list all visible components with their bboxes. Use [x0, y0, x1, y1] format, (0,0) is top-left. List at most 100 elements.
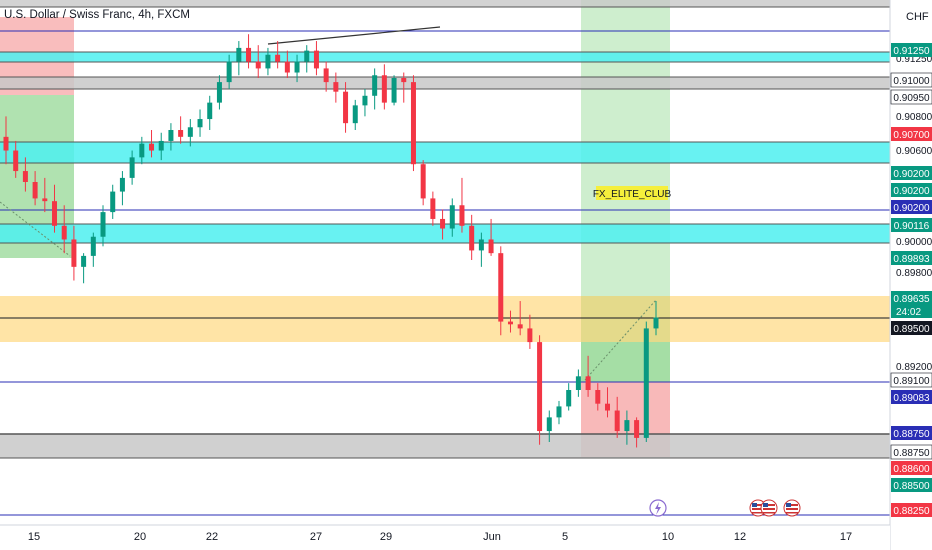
price-tag: 0.89083	[891, 390, 932, 404]
candle-body	[304, 50, 310, 62]
candle-body	[71, 239, 77, 267]
candle-body	[119, 177, 125, 192]
candle-body	[216, 82, 222, 103]
price-tag-label: 0.90200	[893, 203, 930, 214]
price-tag: 0.88600	[891, 461, 932, 475]
candle-body	[42, 198, 48, 202]
price-tag-bg	[891, 426, 932, 440]
candle-body	[440, 218, 446, 229]
annotation-label[interactable]: FX_ELITE_CLUB	[593, 186, 672, 200]
price-tick-label: 0.89800	[896, 268, 932, 279]
candle-body	[352, 105, 358, 124]
price-tag-bg	[891, 461, 932, 475]
price-tag: 0.90200	[891, 183, 932, 197]
candle-body	[498, 253, 504, 322]
us-flag-icon[interactable]	[760, 499, 778, 517]
price-tag-bg	[890, 372, 932, 388]
candles-layer	[3, 34, 659, 448]
gray-zone-bottom	[0, 434, 890, 458]
gray-zone-top	[0, 0, 890, 7]
candle-body	[158, 140, 164, 151]
time-tick-label: 20	[134, 531, 146, 543]
price-tag-label: 0.88500	[893, 481, 930, 492]
currency-label: CHF	[906, 11, 929, 23]
annotation-text: FX_ELITE_CLUB	[593, 189, 672, 200]
candle-body	[323, 68, 329, 83]
price-tick-label: 0.90800	[896, 112, 932, 123]
candle-body	[168, 130, 174, 141]
trend-line[interactable]	[267, 26, 441, 45]
time-axis[interactable]: 15 20 22 27 29 Jun 5 10 12 17	[28, 531, 852, 543]
candle-body	[13, 150, 19, 172]
candle-body	[410, 82, 416, 165]
price-tag: 0.88750	[890, 444, 932, 460]
candle-body	[469, 225, 475, 251]
candle-body	[585, 376, 591, 390]
price-tag-label: 0.90200	[893, 186, 930, 197]
candle-body	[362, 95, 368, 106]
candle-body	[81, 255, 87, 267]
candle-body	[517, 324, 523, 329]
price-tag-label: 0.90950	[893, 93, 930, 104]
price-tag: 0.89100	[890, 372, 932, 388]
candle-body	[255, 61, 261, 69]
candle-body	[22, 171, 28, 182]
candle-body	[294, 61, 300, 73]
time-tick-label: 5	[562, 531, 568, 543]
lightning-icon[interactable]	[649, 499, 667, 517]
candle-body	[546, 417, 552, 432]
candle-body	[313, 50, 319, 69]
candle-body	[61, 225, 67, 240]
price-tag-label: 0.88600	[893, 464, 930, 475]
candle-body	[100, 212, 106, 237]
price-tags: 0.91250 0.91000 0.90950 0.90700 0.90200 0.902…	[890, 43, 932, 517]
projection-line-right	[584, 299, 657, 381]
us-flag-icon[interactable]	[783, 499, 801, 517]
candle-body	[459, 205, 465, 226]
candle-body	[226, 61, 232, 83]
price-tag-label: 0.88750	[893, 448, 930, 459]
candle-body	[556, 406, 562, 418]
time-axis-bg	[0, 525, 890, 550]
candle-body	[236, 47, 242, 62]
countdown-label: 24:02	[896, 307, 921, 318]
price-tag-bg	[890, 72, 932, 88]
candle-body	[178, 130, 184, 137]
gray-zone-1	[0, 77, 890, 89]
candle-body	[3, 136, 9, 151]
price-tag-label: 0.91000	[893, 76, 930, 87]
price-tag: 0.91250	[891, 43, 932, 57]
cyan-zone-1	[0, 52, 890, 62]
price-tag-bg	[891, 503, 932, 517]
price-tag-label: 0.89100	[893, 376, 930, 387]
price-tag-bg	[891, 183, 932, 197]
candle-body	[614, 410, 620, 432]
candle-body	[604, 403, 610, 411]
time-tick-label: Jun	[483, 531, 501, 543]
price-tick-label: 0.89200	[896, 362, 932, 373]
price-tag-label: 0.90116	[894, 221, 930, 232]
annotation-bg	[596, 186, 668, 200]
price-tag-label: 0.88250	[893, 506, 930, 517]
candle-body	[575, 376, 581, 390]
candle-body	[653, 317, 659, 329]
candle-body	[634, 420, 640, 438]
candle-body	[420, 164, 426, 199]
candle-body	[139, 143, 145, 158]
candle-body	[207, 102, 213, 120]
candle-body	[197, 119, 203, 128]
price-tag: 0.88250	[891, 503, 932, 517]
price-tag-bg	[891, 321, 932, 335]
price-tag: 0.89635	[891, 291, 932, 305]
price-tag: 0.90200	[891, 166, 932, 180]
price-tag: 0.88500	[891, 478, 932, 492]
candle-body	[643, 328, 649, 438]
candle-body	[52, 201, 58, 226]
candle-body	[478, 239, 484, 251]
candle-body	[284, 61, 290, 73]
cyan-zone-2	[0, 142, 890, 163]
candle-body	[401, 78, 407, 83]
time-tick-label: 22	[206, 531, 218, 543]
candle-body	[381, 75, 387, 103]
